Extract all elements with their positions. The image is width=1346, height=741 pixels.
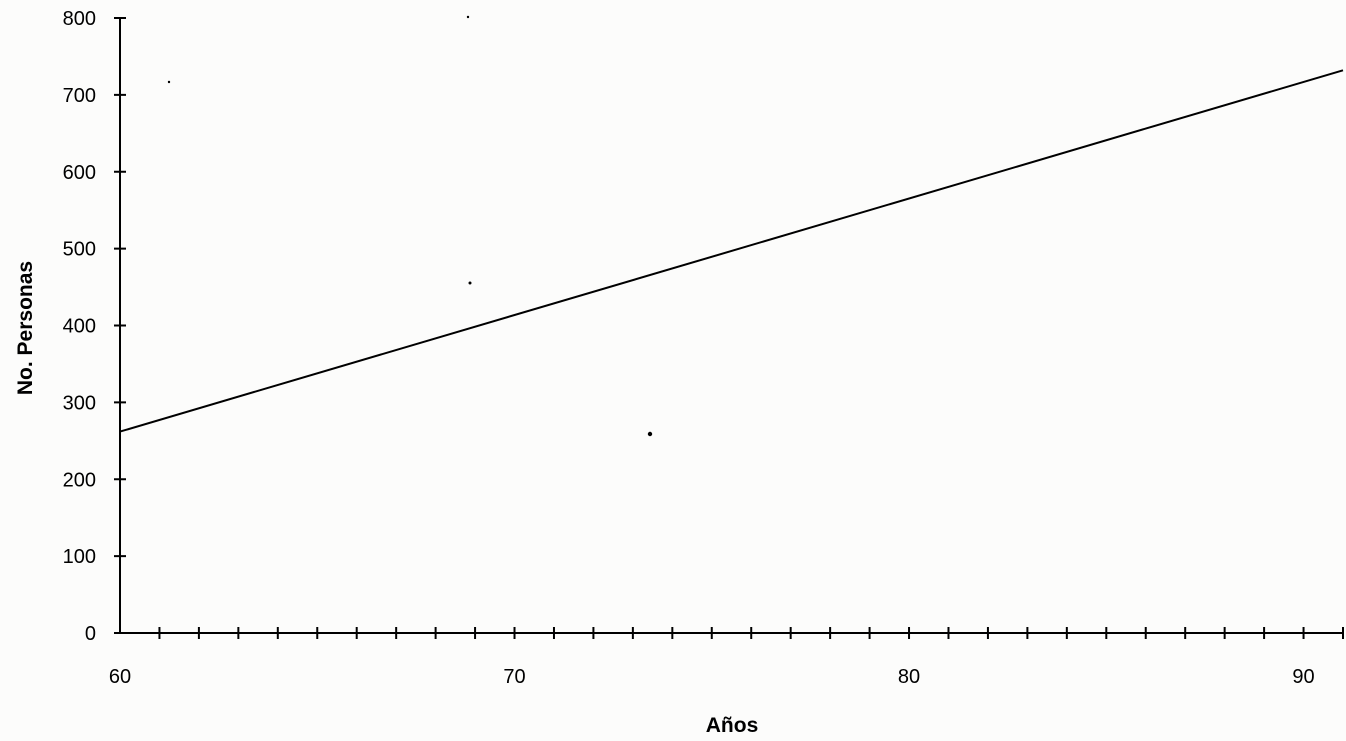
x-axis-title: Años [706, 714, 759, 737]
y-tick-label: 800 [63, 8, 96, 30]
x-tick-label: 80 [898, 666, 920, 688]
y-tick-label: 400 [63, 316, 96, 338]
y-tick-label: 0 [85, 623, 96, 645]
y-tick-label: 600 [63, 162, 96, 184]
y-tick-label: 100 [63, 546, 96, 568]
x-tick-label: 60 [109, 666, 131, 688]
scan-speck [167, 80, 171, 84]
x-tick-label: 90 [1292, 666, 1314, 688]
series-layer [119, 15, 1344, 437]
scan-speck [647, 431, 653, 437]
y-tick-label: 500 [63, 239, 96, 261]
scan-speck [468, 281, 472, 285]
y-tick-label: 200 [63, 469, 96, 491]
y-axis-title: No. Personas [14, 261, 37, 395]
scan-speck [466, 15, 470, 19]
series-line [119, 69, 1344, 433]
y-tick-label: 300 [63, 392, 96, 414]
axes: 0 100 200 300 400 500 600 700 800 60 70 80 90 [63, 8, 1344, 688]
y-tick-label: 700 [63, 85, 96, 107]
x-tick-label: 70 [503, 666, 525, 688]
